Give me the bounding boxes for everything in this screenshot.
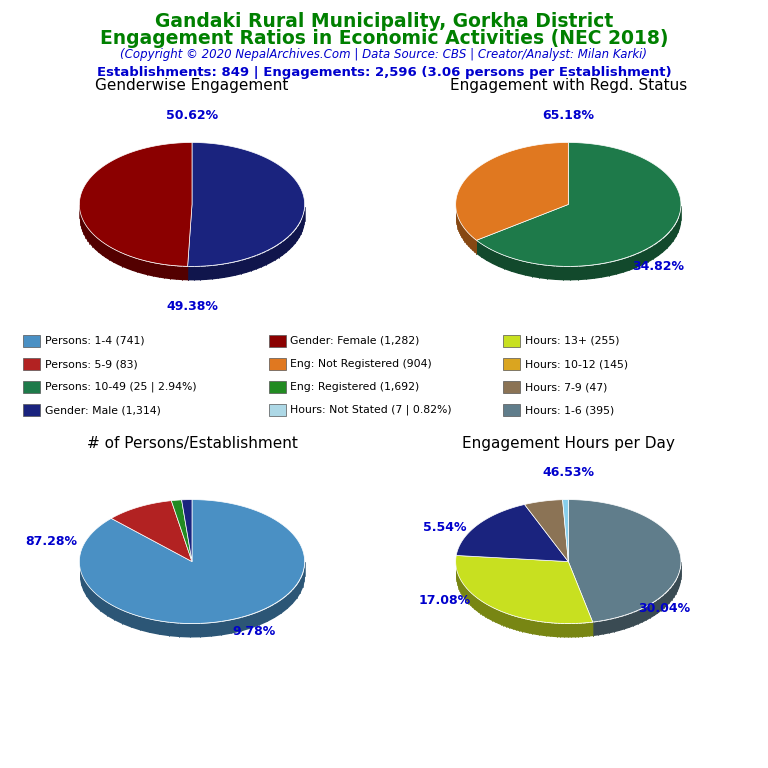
Text: Hours: 7-9 (47): Hours: 7-9 (47) (525, 382, 607, 392)
Text: 46.53%: 46.53% (542, 466, 594, 479)
Text: Hours: 1-6 (395): Hours: 1-6 (395) (525, 405, 614, 415)
Polygon shape (171, 500, 192, 561)
Text: Gender: Male (1,314): Gender: Male (1,314) (45, 405, 161, 415)
Text: Hours: Not Stated (7 | 0.82%): Hours: Not Stated (7 | 0.82%) (290, 405, 452, 415)
Text: Establishments: 849 | Engagements: 2,596 (3.06 persons per Establishment): Establishments: 849 | Engagements: 2,596… (97, 66, 671, 79)
Text: 50.62%: 50.62% (166, 109, 218, 122)
Polygon shape (79, 143, 192, 266)
Text: 30.04%: 30.04% (638, 602, 690, 615)
Title: Genderwise Engagement: Genderwise Engagement (95, 78, 289, 94)
Text: 87.28%: 87.28% (25, 535, 78, 548)
Polygon shape (525, 500, 568, 561)
Text: 49.38%: 49.38% (166, 300, 218, 313)
Polygon shape (187, 143, 305, 266)
Polygon shape (111, 501, 192, 561)
Polygon shape (181, 500, 192, 561)
Title: Engagement with Regd. Status: Engagement with Regd. Status (450, 78, 687, 94)
Text: 65.18%: 65.18% (542, 109, 594, 122)
Text: Eng: Not Registered (904): Eng: Not Registered (904) (290, 359, 432, 369)
Text: 17.08%: 17.08% (419, 594, 471, 607)
Text: Gandaki Rural Municipality, Gorkha District: Gandaki Rural Municipality, Gorkha Distr… (155, 12, 613, 31)
Text: (Copyright © 2020 NepalArchives.Com | Data Source: CBS | Creator/Analyst: Milan : (Copyright © 2020 NepalArchives.Com | Da… (121, 48, 647, 61)
Text: 5.54%: 5.54% (422, 521, 466, 535)
Polygon shape (455, 143, 568, 240)
Text: Hours: 10-12 (145): Hours: 10-12 (145) (525, 359, 627, 369)
Text: 34.82%: 34.82% (632, 260, 684, 273)
Text: Gender: Female (1,282): Gender: Female (1,282) (290, 336, 419, 346)
Polygon shape (455, 555, 593, 624)
Polygon shape (456, 505, 568, 561)
Title: Engagement Hours per Day: Engagement Hours per Day (462, 435, 675, 451)
Text: Engagement Ratios in Economic Activities (NEC 2018): Engagement Ratios in Economic Activities… (100, 29, 668, 48)
Polygon shape (476, 143, 681, 266)
Text: Eng: Registered (1,692): Eng: Registered (1,692) (290, 382, 419, 392)
Polygon shape (568, 500, 681, 622)
Text: Hours: 13+ (255): Hours: 13+ (255) (525, 336, 619, 346)
Text: Persons: 5-9 (83): Persons: 5-9 (83) (45, 359, 137, 369)
Text: 9.78%: 9.78% (233, 625, 276, 638)
Polygon shape (79, 500, 305, 624)
Text: Persons: 1-4 (741): Persons: 1-4 (741) (45, 336, 144, 346)
Polygon shape (563, 500, 568, 561)
Text: Persons: 10-49 (25 | 2.94%): Persons: 10-49 (25 | 2.94%) (45, 382, 196, 392)
Title: # of Persons/Establishment: # of Persons/Establishment (87, 435, 297, 451)
